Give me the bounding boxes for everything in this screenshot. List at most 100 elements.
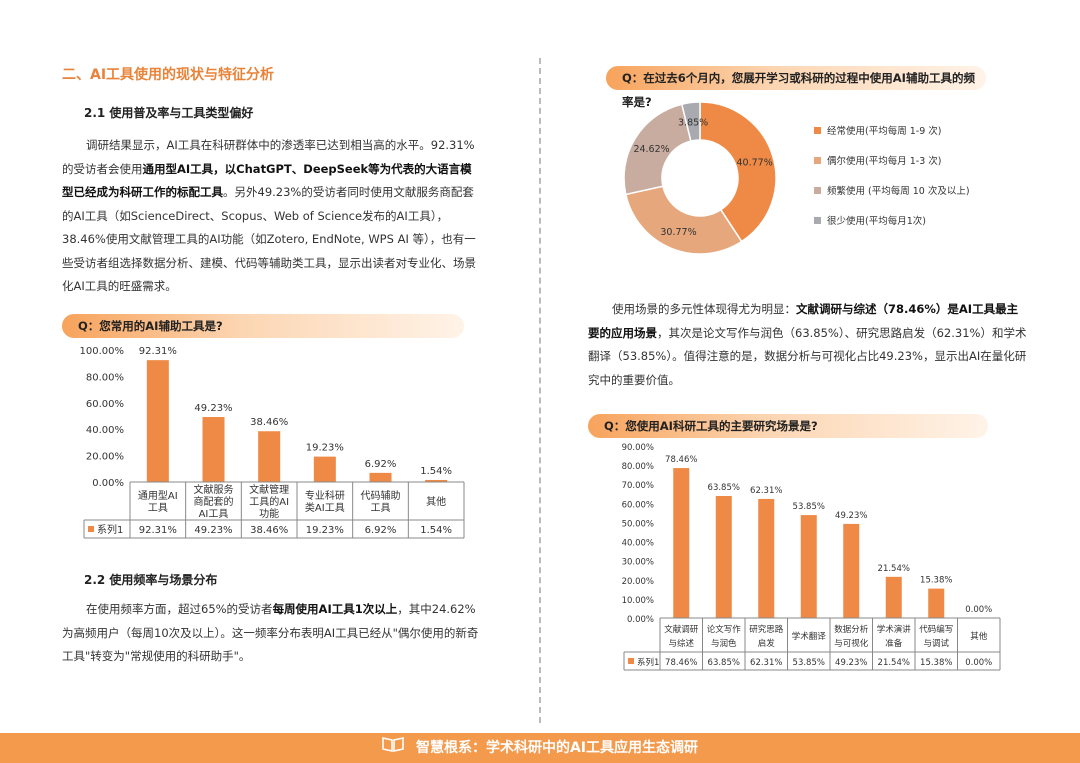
table-value: 6.92% — [365, 525, 397, 536]
pie-value-label: 30.77% — [660, 227, 696, 238]
category-label: 文献调研 — [664, 624, 699, 635]
pie-slice — [699, 101, 777, 243]
bar — [313, 456, 336, 482]
paragraph-text: 调研结果显示，AI工具在科研群体中的渗透率已达到相当高的水平。92.31%的受访… — [62, 138, 475, 176]
footer-banner: 智慧根系：学术科研中的AI工具应用生态调研 — [0, 733, 1080, 763]
paragraph-usage-rate: 调研结果显示，AI工具在科研群体中的渗透率已达到相当高的水平。92.31%的受访… — [62, 134, 482, 299]
table-value: 53.85% — [793, 658, 825, 668]
table-value: 15.38% — [920, 658, 952, 668]
category-label: 研究思路 — [749, 624, 784, 635]
bar-value-label: 19.23% — [306, 443, 344, 454]
paragraph-bold: 每周使用AI工具1次以上 — [272, 602, 398, 616]
bar — [202, 417, 225, 482]
bar — [758, 498, 775, 618]
table-value: 0.00% — [965, 658, 992, 668]
paragraph-scenarios: 使用场景的多元性体现得尤为明显：文献调研与综述（78.46%）是AI工具最主要的… — [588, 298, 1028, 392]
category-label: 学术演讲 — [877, 624, 912, 635]
category-label: 其他 — [970, 631, 988, 642]
bar — [885, 576, 902, 618]
category-label: 论文写作 — [707, 624, 742, 635]
category-label: 工具的AI — [249, 495, 289, 508]
category-label: 专业科研 — [305, 489, 345, 502]
paragraph-bold: 文献调研与综述（78.46%）是AI工具最主要的应用场景 — [588, 302, 1019, 340]
paragraph-frequency: 在使用频率方面，超过65%的受访者每周使用AI工具1次以上，其中24.62%为高… — [62, 598, 482, 669]
table-value: 19.23% — [306, 525, 344, 536]
category-label: 启发 — [758, 638, 776, 649]
y-tick-label: 90.00% — [622, 443, 654, 453]
book-icon — [382, 733, 404, 763]
category-label: 代码辅助 — [361, 489, 401, 502]
table-value: 49.23% — [194, 525, 232, 536]
section-title: 二、AI工具使用的现状与特征分析 — [62, 67, 275, 83]
legend-swatch — [814, 157, 821, 164]
question-banner-scenarios: Q：您使用AI科研工具的主要研究场景是? — [588, 414, 988, 438]
bar — [800, 515, 817, 618]
pie-slice — [624, 185, 743, 255]
bar-value-label: 63.85% — [708, 483, 740, 493]
table-value: 1.54% — [420, 525, 452, 536]
question-banner-frequency: Q：在过去6个月内，您展开学习或科研的过程中使用AI辅助工具的频率是? — [606, 66, 986, 109]
category-label: 与润色 — [711, 638, 737, 649]
chart-scenarios: 90.00% 80.00% 70.00% 60.00% 50.00% 40.00% 30.0… — [612, 438, 1006, 676]
y-tick-label: 0.00% — [627, 615, 654, 625]
chart-scenarios-svg: 90.00% 80.00% 70.00% 60.00% 50.00% 40.00% 30.0… — [622, 443, 1001, 671]
category-label: 与综述 — [668, 638, 694, 649]
y-tick-label: 10.00% — [622, 596, 654, 606]
pie-value-label: 24.62% — [633, 144, 669, 155]
category-label: 商配套的 — [194, 495, 234, 508]
legend-label: 频繁使用 (平均每周 10 次及以上) — [827, 185, 970, 197]
column-divider — [539, 58, 541, 723]
table-value: 21.54% — [878, 658, 910, 668]
y-tick-label: 20.00% — [86, 452, 124, 463]
paragraph-text: ，其次是论文写作与润色（63.85%）、研究思路启发（62.31%）和学术翻译（… — [588, 325, 1027, 387]
bar-value-label: 38.46% — [250, 417, 288, 428]
y-tick-label: 40.00% — [86, 425, 124, 436]
category-label: 与可视化 — [834, 638, 869, 649]
bar-value-label: 49.23% — [194, 403, 232, 414]
legend-label: 经常使用(平均每周 1-9 次) — [827, 125, 941, 137]
pie-slice — [680, 101, 701, 143]
table-value: 49.23% — [835, 658, 867, 668]
bar — [425, 479, 448, 482]
bar-value-label: 21.54% — [878, 564, 910, 574]
bar-value-label: 49.23% — [835, 511, 867, 521]
legend-label: 偶尔使用(平均每月 1-3 次) — [827, 155, 941, 167]
table-value: 92.31% — [139, 525, 177, 536]
y-tick-label: 60.00% — [86, 399, 124, 410]
y-tick-label: 40.00% — [622, 539, 654, 549]
bar-value-label: 53.85% — [793, 502, 825, 512]
category-label: 代码编写 — [919, 624, 953, 635]
bar-value-label: 0.00% — [965, 605, 992, 615]
legend-series-name: 系列1 — [637, 657, 659, 668]
legend-swatch — [814, 127, 821, 134]
subsection-title-2-2: 2.2 使用频率与场景分布 — [84, 573, 218, 587]
legend-swatch — [88, 526, 94, 532]
pie-value-label: 3.85% — [678, 117, 708, 128]
category-label: 文献服务 — [194, 483, 234, 496]
chart-frequency: 40.77% 30.77% 24.62% 3.85% 经常使用(平均每周 1-9 次) 偶… — [618, 92, 1018, 270]
table-value: 78.46% — [665, 658, 697, 668]
category-label: 数据分析 — [834, 624, 869, 635]
bar-value-label: 92.31% — [139, 346, 177, 357]
legend-label: 很少使用(平均每月1次) — [827, 215, 926, 227]
category-label: 文献管理 — [249, 483, 289, 496]
table-value: 38.46% — [250, 525, 288, 536]
legend-series-name: 系列1 — [97, 523, 123, 536]
y-tick-label: 80.00% — [86, 372, 124, 383]
chart-frequency-svg: 40.77% 30.77% 24.62% 3.85% 经常使用(平均每周 1-9 次) 偶… — [623, 101, 970, 255]
bar — [928, 588, 945, 618]
table-value: 63.85% — [708, 658, 740, 668]
pie-slice — [623, 103, 692, 196]
paragraph-text: 。另外49.23%的受访者同时使用文献服务商配套的AI工具（如ScienceDi… — [62, 185, 476, 293]
question-banner-tools: Q：您常用的AI辅助工具是? — [62, 314, 464, 338]
chart-tools-svg: 100.00% 80.00% 60.00% 40.00% 20.00% 0.00% 92.3… — [80, 346, 465, 539]
bar — [369, 472, 392, 482]
legend-swatch — [814, 217, 821, 224]
legend-swatch — [814, 187, 821, 194]
y-tick-label: 60.00% — [622, 500, 654, 510]
bar — [843, 523, 860, 618]
category-label: 工具 — [371, 502, 391, 514]
y-tick-label: 30.00% — [622, 558, 654, 568]
paragraph-text: 使用场景的多元性体现得尤为明显： — [612, 302, 796, 316]
category-label: 其他 — [426, 495, 446, 508]
